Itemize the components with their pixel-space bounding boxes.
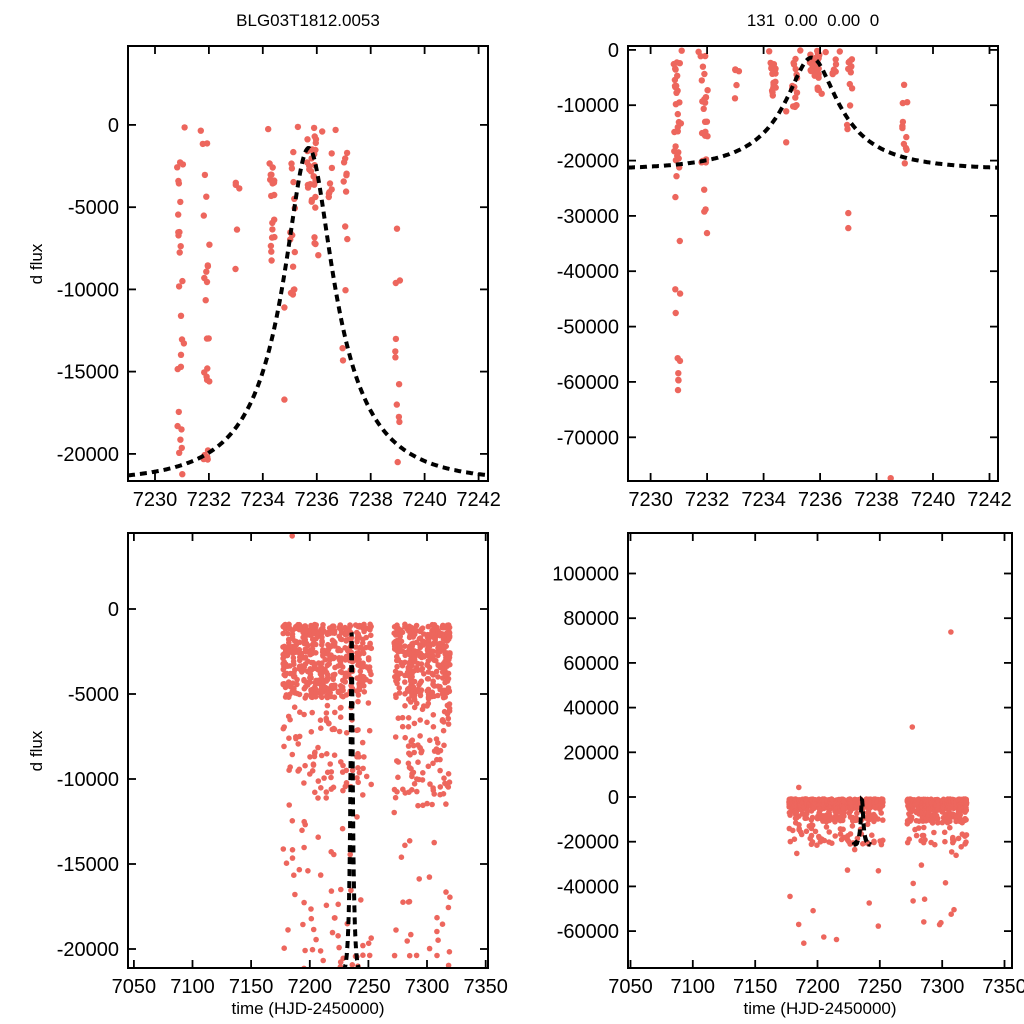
x-tick-label: 7242	[456, 489, 501, 511]
model-curve-top-right	[628, 55, 998, 170]
scatter-points-top-left	[174, 123, 404, 478]
y-tick-label: -40000	[557, 876, 619, 898]
x-tick-label: 7238	[854, 489, 899, 511]
y-axis-label-top-left: d flux	[27, 243, 46, 285]
y-axis-label-bottom-left: d flux	[27, 730, 46, 772]
ticks-bottom-left	[128, 533, 488, 968]
x-tick-label: 7238	[348, 489, 393, 511]
x-tick-label: 7234	[741, 489, 786, 511]
x-tick-label: 7230	[133, 489, 178, 511]
x-tick-label: 7236	[295, 489, 340, 511]
scatter-points-bottom-right	[786, 533, 970, 946]
y-tick-label: -5000	[68, 684, 119, 706]
x-tick-label: 7100	[170, 976, 215, 998]
y-tick-label: -20000	[557, 151, 619, 173]
y-tick-label: -20000	[57, 939, 119, 961]
model-curve-bottom-right	[851, 795, 872, 847]
x-tick-label: 7250	[858, 976, 903, 998]
model-curve-top-left	[128, 145, 488, 478]
y-tick-label: 0	[108, 115, 119, 137]
x-tick-label: 7050	[112, 976, 157, 998]
y-tick-label: -5000	[68, 197, 119, 219]
x-tick-label: 7230	[628, 489, 673, 511]
y-tick-label: 20000	[563, 742, 619, 764]
plot-bottom-right: 7050 7100 7150 7200 7250 7300 7350 100000 80000 6…	[552, 532, 1024, 999]
x-tick-label: 7250	[346, 976, 391, 998]
y-tick-label: 0	[608, 40, 619, 62]
x-tick-label: 7100	[671, 976, 716, 998]
y-tick-label: -15000	[57, 854, 119, 876]
scatter-points-bottom-left	[280, 533, 453, 968]
y-tick-label: 60000	[563, 653, 619, 675]
plot-frame-bottom-left	[127, 532, 489, 969]
plot-frame-top-left	[127, 45, 489, 482]
ticks-bottom-right	[628, 533, 1012, 968]
y-tick-label: -40000	[557, 261, 619, 283]
y-tick-label: -60000	[557, 921, 619, 943]
y-tick-label: -50000	[557, 317, 619, 339]
model-curve-bottom-left	[342, 632, 361, 968]
y-tick-label: -10000	[57, 769, 119, 791]
x-tick-label: 7236	[798, 489, 843, 511]
y-tick-label: 0	[108, 599, 119, 621]
x-axis-label-bottom-left: time (HJD-2450000)	[231, 999, 385, 1018]
ticks-top-left	[128, 46, 488, 481]
x-tick-label: 7234	[241, 489, 286, 511]
plot-bottom-left: 7050 7100 7150 7200 7250 7300 7350 0 -5000 -10000…	[57, 532, 508, 998]
x-tick-label: 7350	[982, 976, 1024, 998]
x-tick-label: 7050	[608, 976, 653, 998]
x-tick-label: 7200	[795, 976, 840, 998]
plot-top-right: 7230 7232 7234 7236 7238 7240 7242 0 -10000 -2000…	[557, 40, 1012, 511]
tick-labels-bottom-left: 7050 7100 7150 7200 7250 7300 7350 0 -5000 -10000…	[57, 599, 508, 998]
y-tick-label: -15000	[57, 362, 119, 384]
tick-labels-bottom-right: 7050 7100 7150 7200 7250 7300 7350 100000 80000 6…	[552, 564, 1024, 999]
x-tick-label: 7300	[920, 976, 965, 998]
x-tick-label: 7350	[463, 976, 508, 998]
y-tick-label: 40000	[563, 698, 619, 720]
x-tick-label: 7232	[187, 489, 232, 511]
x-tick-label: 7240	[911, 489, 956, 511]
y-tick-label: -60000	[557, 372, 619, 394]
plot-top-left: 7230 7232 7234 7236 7238 7240 7242 0 -5000 -10000…	[57, 45, 501, 511]
plot-frame-bottom-right	[627, 532, 1013, 969]
x-tick-label: 7232	[685, 489, 730, 511]
x-tick-label: 7150	[733, 976, 778, 998]
y-tick-label: -70000	[557, 427, 619, 449]
x-tick-label: 7150	[229, 976, 274, 998]
x-axis-label-bottom-right: time (HJD-2450000)	[743, 999, 897, 1018]
tick-labels-top-right: 7230 7232 7234 7236 7238 7240 7242 0 -10000 -2000…	[557, 40, 1012, 511]
scatter-points-top-right	[670, 47, 911, 481]
x-tick-label: 7300	[405, 976, 450, 998]
y-tick-label: -20000	[57, 444, 119, 466]
y-tick-label: 0	[608, 787, 619, 809]
y-tick-label: 100000	[552, 564, 619, 586]
ticks-top-right	[628, 46, 998, 481]
plot-title-top-left: BLG03T1812.0053	[236, 11, 380, 30]
y-tick-label: 80000	[563, 608, 619, 630]
y-tick-label: -10000	[57, 279, 119, 301]
y-tick-label: -10000	[557, 95, 619, 117]
x-tick-label: 7200	[288, 976, 333, 998]
plot-frame-top-right	[627, 45, 999, 482]
x-tick-label: 7242	[967, 489, 1012, 511]
tick-labels-top-left: 7230 7232 7234 7236 7238 7240 7242 0 -5000 -10000…	[57, 115, 501, 511]
plot-title-top-right: 131 0.00 0.00 0	[746, 11, 880, 30]
y-tick-label: -30000	[557, 206, 619, 228]
y-tick-label: -20000	[557, 832, 619, 854]
x-tick-label: 7240	[402, 489, 447, 511]
